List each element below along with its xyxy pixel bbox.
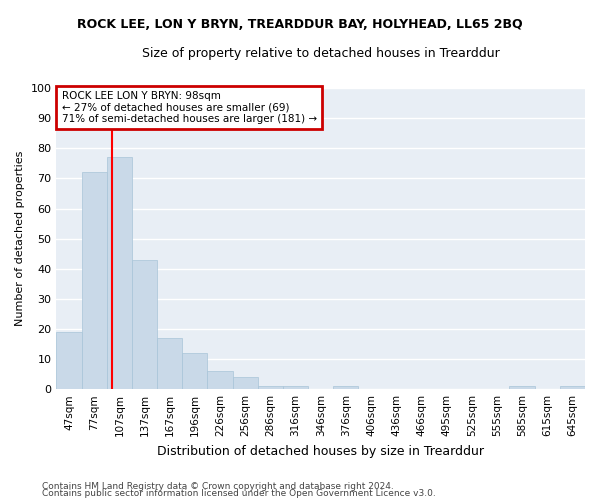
Bar — [157, 338, 182, 389]
X-axis label: Distribution of detached houses by size in Trearddur: Distribution of detached houses by size … — [157, 444, 484, 458]
Bar — [56, 332, 82, 389]
Y-axis label: Number of detached properties: Number of detached properties — [15, 151, 25, 326]
Bar — [233, 377, 258, 389]
Title: Size of property relative to detached houses in Trearddur: Size of property relative to detached ho… — [142, 48, 500, 60]
Bar — [132, 260, 157, 389]
Bar — [560, 386, 585, 389]
Bar — [208, 371, 233, 389]
Text: ROCK LEE LON Y BRYN: 98sqm
← 27% of detached houses are smaller (69)
71% of semi: ROCK LEE LON Y BRYN: 98sqm ← 27% of deta… — [62, 91, 317, 124]
Bar — [82, 172, 107, 389]
Text: Contains HM Land Registry data © Crown copyright and database right 2024.: Contains HM Land Registry data © Crown c… — [42, 482, 394, 491]
Bar — [283, 386, 308, 389]
Bar — [182, 353, 208, 389]
Bar — [509, 386, 535, 389]
Bar — [107, 158, 132, 389]
Bar — [258, 386, 283, 389]
Text: Contains public sector information licensed under the Open Government Licence v3: Contains public sector information licen… — [42, 490, 436, 498]
Text: ROCK LEE, LON Y BRYN, TREARDDUR BAY, HOLYHEAD, LL65 2BQ: ROCK LEE, LON Y BRYN, TREARDDUR BAY, HOL… — [77, 18, 523, 30]
Bar — [333, 386, 358, 389]
